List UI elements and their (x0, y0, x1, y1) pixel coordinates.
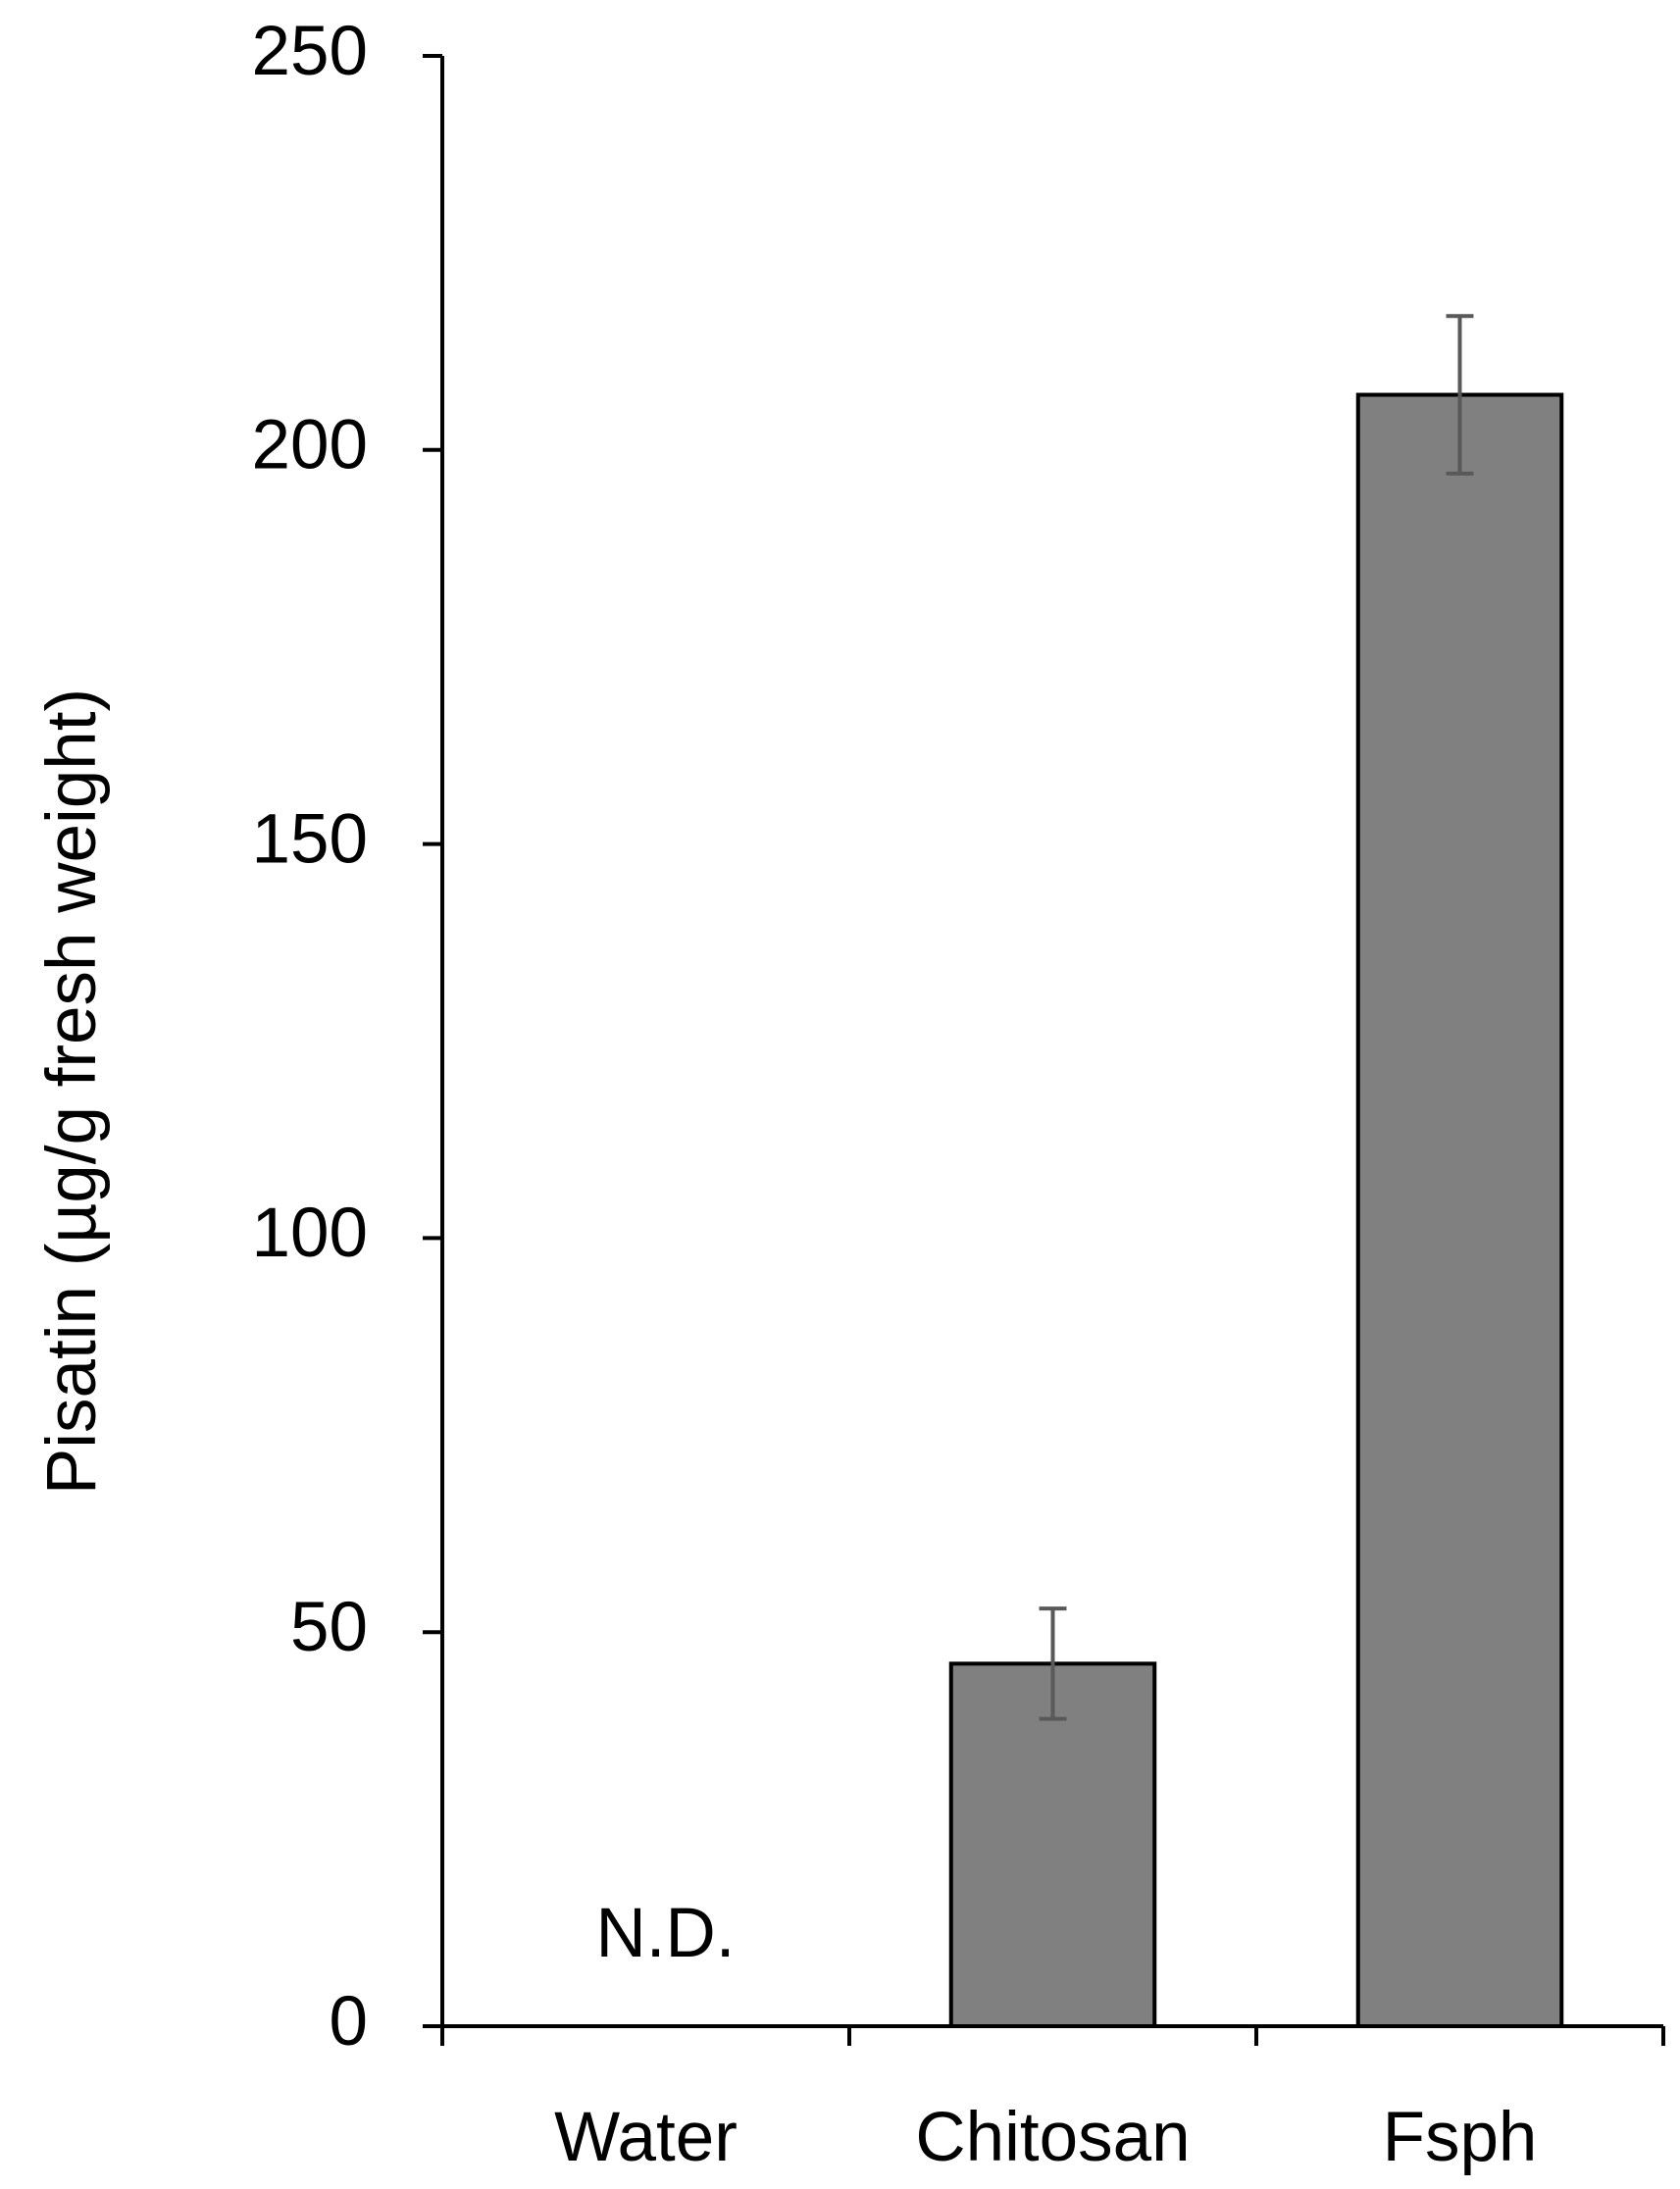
value-label: N.D. (596, 1895, 736, 1972)
error-bar (1446, 314, 1474, 476)
y-axis-title: Pisatin (µg/g fresh weight) (33, 688, 111, 1495)
error-bar (1039, 1606, 1067, 1721)
x-tick-label: Water (554, 2099, 738, 2176)
y-tick-label: 100 (252, 1195, 368, 1272)
bar (1355, 392, 1564, 2029)
bar (948, 1661, 1157, 2028)
y-tick-label: 0 (330, 1983, 369, 2061)
y-tick-label: 150 (252, 800, 368, 878)
x-tick-label: Fsph (1383, 2099, 1538, 2176)
y-tick-label: 250 (252, 13, 368, 90)
x-tick-label: Chitosan (915, 2099, 1190, 2176)
y-tick-label: 200 (252, 407, 368, 484)
y-tick-label: 50 (290, 1589, 368, 1666)
